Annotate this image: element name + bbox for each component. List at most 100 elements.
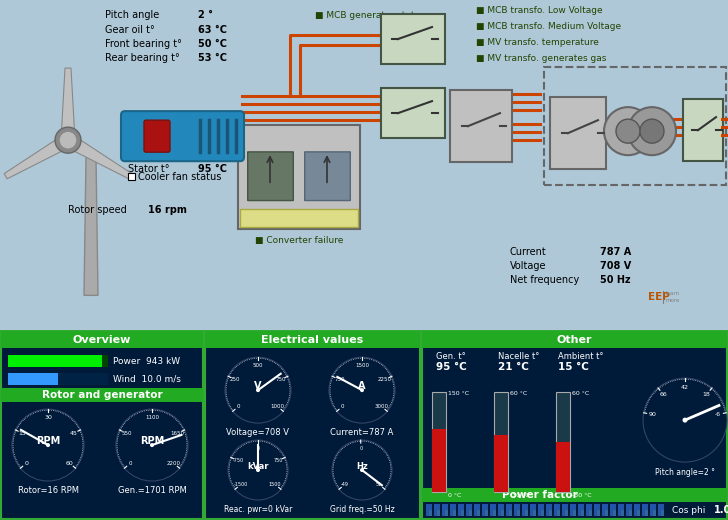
Text: ■ MCB transfo. Low Voltage: ■ MCB transfo. Low Voltage bbox=[476, 6, 603, 15]
Circle shape bbox=[12, 409, 84, 481]
Text: Reac. pwr=0 kVar: Reac. pwr=0 kVar bbox=[223, 505, 292, 514]
Bar bbox=[1, 388, 203, 402]
Bar bbox=[653, 510, 656, 516]
Polygon shape bbox=[61, 68, 75, 140]
Bar bbox=[522, 504, 528, 516]
Bar bbox=[128, 173, 135, 180]
Text: 2200: 2200 bbox=[167, 461, 181, 465]
Text: Rotor=16 RPM: Rotor=16 RPM bbox=[17, 486, 79, 495]
Bar bbox=[514, 504, 520, 516]
Bar bbox=[554, 504, 560, 516]
Circle shape bbox=[59, 131, 77, 149]
Bar bbox=[557, 510, 560, 516]
Bar bbox=[546, 504, 552, 516]
Bar bbox=[450, 504, 456, 516]
Text: Current: Current bbox=[510, 248, 547, 257]
Bar bbox=[1, 331, 203, 348]
Polygon shape bbox=[65, 134, 132, 179]
Text: Rear bearing t°: Rear bearing t° bbox=[105, 53, 180, 63]
Bar bbox=[578, 504, 584, 516]
Bar bbox=[573, 510, 576, 516]
Text: 53 °C: 53 °C bbox=[198, 53, 227, 63]
Text: 550: 550 bbox=[122, 431, 132, 436]
Bar bbox=[549, 510, 552, 516]
Circle shape bbox=[628, 107, 676, 155]
Bar bbox=[8, 373, 108, 385]
Text: Electrical values: Electrical values bbox=[261, 335, 363, 345]
Text: 60 °C: 60 °C bbox=[510, 391, 527, 396]
Text: Power factor: Power factor bbox=[502, 490, 578, 500]
Text: 0: 0 bbox=[237, 404, 240, 409]
Polygon shape bbox=[4, 134, 71, 179]
Bar bbox=[8, 355, 108, 367]
Text: Grid freq.=50 Hz: Grid freq.=50 Hz bbox=[330, 505, 395, 514]
Circle shape bbox=[225, 357, 291, 423]
Bar bbox=[621, 510, 624, 516]
Text: 750: 750 bbox=[334, 377, 344, 382]
Text: ■ MV transfo. temperature: ■ MV transfo. temperature bbox=[476, 37, 599, 47]
Bar bbox=[205, 331, 420, 519]
Bar bbox=[605, 510, 608, 516]
Text: -30 °C: -30 °C bbox=[510, 493, 530, 498]
Text: 2250: 2250 bbox=[378, 377, 392, 382]
Polygon shape bbox=[84, 157, 98, 295]
Text: Pitch angle=2 °: Pitch angle=2 ° bbox=[655, 468, 715, 477]
Bar bbox=[482, 504, 488, 516]
Text: -6: -6 bbox=[714, 412, 721, 417]
Bar bbox=[533, 510, 536, 516]
FancyBboxPatch shape bbox=[121, 111, 244, 161]
Text: 50 Hz: 50 Hz bbox=[600, 275, 630, 285]
Text: 15: 15 bbox=[19, 431, 26, 436]
Bar bbox=[613, 510, 616, 516]
Text: 150 °C: 150 °C bbox=[448, 391, 469, 396]
Text: 21 °C: 21 °C bbox=[498, 362, 529, 372]
Bar bbox=[493, 510, 496, 516]
Bar bbox=[474, 504, 480, 516]
Text: 15 °C: 15 °C bbox=[558, 362, 589, 372]
Circle shape bbox=[329, 357, 395, 423]
Bar bbox=[530, 504, 536, 516]
Bar bbox=[626, 504, 632, 516]
Text: Rotor and generator: Rotor and generator bbox=[41, 390, 162, 400]
FancyBboxPatch shape bbox=[248, 152, 293, 201]
Bar bbox=[525, 510, 528, 516]
Text: 0: 0 bbox=[129, 461, 132, 465]
Bar bbox=[453, 510, 456, 516]
Text: A: A bbox=[358, 381, 365, 391]
Text: 0: 0 bbox=[360, 446, 363, 451]
Text: 787 A: 787 A bbox=[600, 248, 631, 257]
Bar bbox=[494, 392, 508, 492]
Bar bbox=[597, 510, 600, 516]
Circle shape bbox=[640, 119, 664, 143]
Text: 66: 66 bbox=[660, 393, 668, 397]
Bar bbox=[570, 504, 576, 516]
Text: 60: 60 bbox=[66, 461, 74, 465]
Text: Gear oil t°: Gear oil t° bbox=[105, 25, 155, 35]
Text: more: more bbox=[665, 298, 679, 303]
Bar bbox=[432, 392, 446, 492]
Circle shape bbox=[228, 440, 288, 500]
Text: 250: 250 bbox=[230, 377, 240, 382]
Bar bbox=[581, 510, 584, 516]
Bar bbox=[422, 488, 727, 502]
Text: kVar: kVar bbox=[248, 462, 269, 471]
Text: 1100: 1100 bbox=[145, 414, 159, 420]
Bar bbox=[498, 504, 504, 516]
Text: RPM: RPM bbox=[36, 436, 60, 446]
Bar bbox=[494, 435, 508, 492]
Text: 3000: 3000 bbox=[374, 404, 388, 409]
Text: Stator t°: Stator t° bbox=[128, 164, 170, 174]
Text: Current=787 A: Current=787 A bbox=[331, 428, 394, 437]
Bar bbox=[458, 504, 464, 516]
Bar bbox=[556, 392, 570, 492]
Bar bbox=[240, 209, 358, 227]
FancyBboxPatch shape bbox=[381, 88, 445, 138]
Bar bbox=[501, 510, 504, 516]
Bar bbox=[645, 510, 648, 516]
Text: 708 V: 708 V bbox=[600, 262, 631, 271]
Text: 18: 18 bbox=[703, 393, 710, 397]
Text: 42: 42 bbox=[681, 385, 689, 389]
Text: 16 rpm: 16 rpm bbox=[148, 205, 187, 215]
Bar bbox=[509, 510, 512, 516]
FancyBboxPatch shape bbox=[381, 14, 445, 64]
